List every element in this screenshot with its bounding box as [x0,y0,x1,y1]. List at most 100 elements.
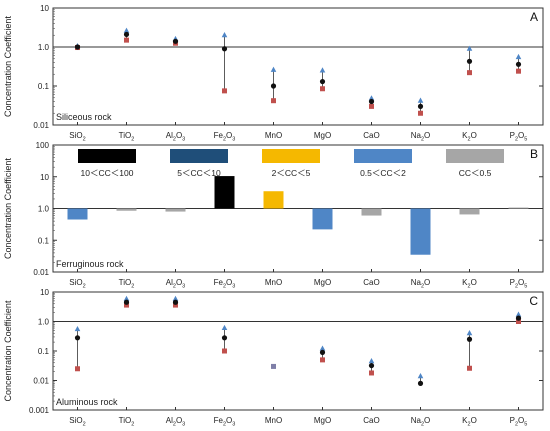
bar [312,208,333,230]
y-tick-label: 100 [36,141,50,150]
x-tick-label: K2O [462,416,477,428]
triangle-marker [74,325,81,332]
x-tick-label: Al2O3 [166,278,185,290]
x-tick-label: P2O5 [510,131,528,143]
legend-label: 2＜CC＜5 [272,168,311,178]
circle-marker [123,299,130,305]
triangle-marker [221,324,228,331]
panel-letter: C [529,294,538,308]
triangle-marker [319,67,326,73]
triangle-marker [417,97,424,103]
triangle-marker [515,311,522,317]
legend-swatch [446,149,504,163]
y-tick-label: 0.1 [38,82,50,91]
square-marker [124,37,129,43]
circle-marker [270,83,277,89]
circle-marker [221,46,228,52]
circle-marker [368,98,375,105]
square-marker [320,357,325,363]
triangle-marker [172,295,179,301]
panel-b: 0.01 0.1 1.0 10 100 SiO2 TiO2 Al2O3 Fe2O3 MnO MgO C… [3,141,544,290]
circle-marker [221,335,228,341]
square-marker [418,110,423,116]
triangle-marker [368,95,375,101]
square-marker [271,363,276,369]
y-tick-label: 0.01 [33,377,49,386]
x-tick-label: Fe2O3 [214,131,236,143]
x-tick-label: MgO [314,131,331,140]
circle-marker [123,31,130,38]
legend-label: 10＜CC＜100 [81,168,134,178]
bar [116,208,137,211]
rock-type-label: Aluminous rock [56,397,118,407]
x-tick-label: Na2O [411,416,431,428]
x-tick-label: P2O5 [510,278,528,290]
y-axis-title: Concentration Coefficient [3,16,13,117]
x-tick-label: Na2O [411,131,431,143]
square-marker [320,86,325,92]
bar [214,176,235,209]
x-tick-label: MgO [314,416,331,425]
x-tick-label: Fe2O3 [214,416,236,428]
x-tick-label: Fe2O3 [214,278,236,290]
circle-marker [515,315,522,321]
bar [508,207,529,209]
x-tick-label: K2O [462,131,477,143]
square-marker [516,68,521,74]
legend-swatch [78,149,136,163]
circle-marker [172,299,179,305]
x-tick-label: TiO2 [119,131,135,143]
circle-marker [172,38,179,44]
triangle-marker [466,45,473,51]
y-tick-label: 1.0 [38,43,50,52]
y-tick-label: 10 [40,4,49,13]
square-marker [75,366,80,372]
x-tick-label: TiO2 [119,416,135,428]
x-tick-label: Al2O3 [166,416,185,428]
y-tick-label: 0.1 [38,236,50,245]
square-marker [124,302,129,308]
triangle-marker [466,330,473,336]
y-tick-label: 0.001 [29,406,50,415]
bar [67,208,88,220]
triangle-marker [417,372,424,379]
bar [263,191,284,209]
square-marker [222,88,227,94]
circle-marker [74,44,81,50]
x-tick-label: MnO [265,416,282,425]
circle-marker [417,103,424,109]
x-tick-label: MnO [265,278,282,287]
y-tick-label: 0.01 [33,268,49,277]
square-marker [369,370,374,376]
y-tick-label: 0.01 [33,121,49,130]
legend-label: 0.5＜CC＜2 [360,168,406,178]
circle-marker [466,58,473,64]
square-marker [516,319,521,324]
y-tick-label: 1.0 [38,318,50,327]
square-marker [271,98,276,104]
x-tick-label: Al2O3 [166,131,185,143]
rock-type-label: Ferruginous rock [56,259,124,269]
legend-label: CC＜0.5 [459,168,492,178]
panel-letter: A [530,10,538,24]
square-marker [467,365,472,371]
x-tick-label: MgO [314,278,331,287]
x-tick-label: SiO2 [69,131,85,143]
triangle-marker [515,53,522,60]
circle-marker [368,362,375,369]
y-tick-label: 10 [40,173,49,182]
x-tick-label: SiO2 [69,278,85,290]
legend-label: 5＜CC＜10 [177,168,221,178]
y-axis-title: Concentration Coefficient [3,300,13,401]
legend-swatch [354,149,412,163]
x-tick-label: TiO2 [119,278,135,290]
square-marker [173,302,178,308]
triangle-marker [270,66,277,72]
triangle-marker [123,27,130,33]
circle-marker [319,78,326,85]
legend-swatch [170,149,228,163]
y-tick-label: 0.1 [38,347,50,356]
panel-letter: B [530,147,538,161]
triangle-marker [123,295,130,301]
rock-type-label: Siliceous rock [56,112,112,122]
